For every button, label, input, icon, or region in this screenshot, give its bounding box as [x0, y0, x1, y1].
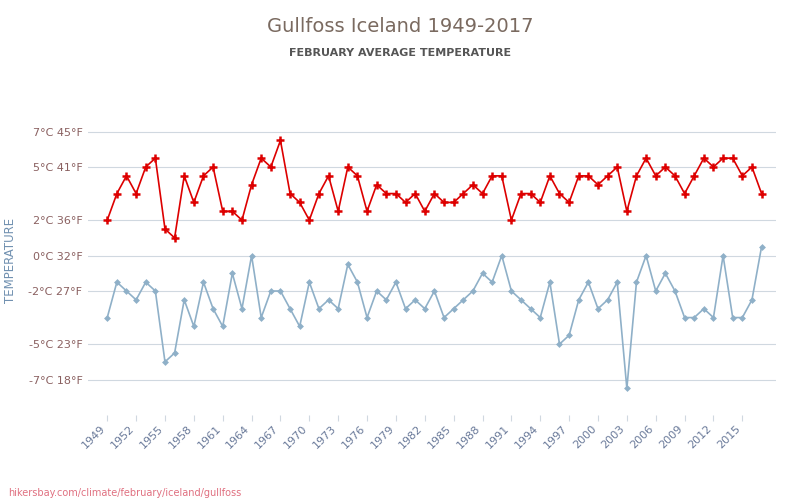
Text: Gullfoss Iceland 1949-2017: Gullfoss Iceland 1949-2017 [266, 18, 534, 36]
Text: hikersbay.com/climate/february/iceland/gullfoss: hikersbay.com/climate/february/iceland/g… [8, 488, 242, 498]
Y-axis label: TEMPERATURE: TEMPERATURE [4, 218, 18, 302]
Text: FEBRUARY AVERAGE TEMPERATURE: FEBRUARY AVERAGE TEMPERATURE [289, 48, 511, 58]
